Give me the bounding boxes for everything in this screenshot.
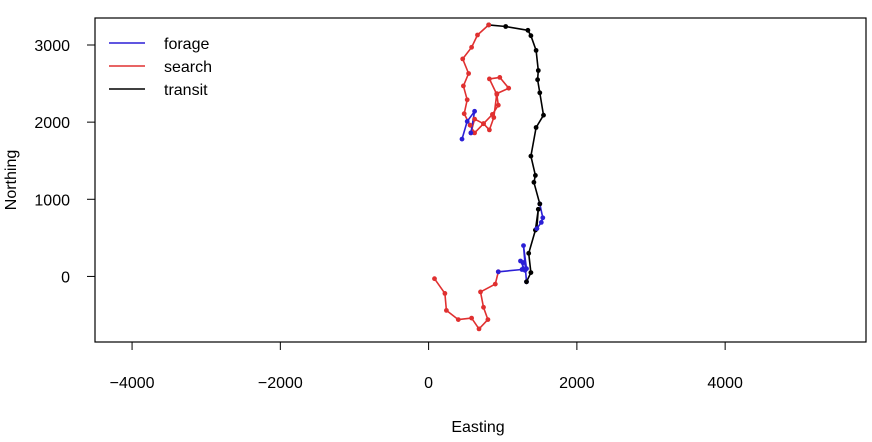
x-tick-label: 0 bbox=[424, 375, 433, 392]
data-point-search bbox=[486, 22, 492, 28]
y-tick-label: 3000 bbox=[34, 38, 70, 55]
data-point-forage bbox=[518, 258, 523, 264]
data-point-transit bbox=[533, 125, 539, 130]
y-tick-label: 2000 bbox=[34, 115, 70, 132]
x-axis-label: Easting bbox=[451, 419, 504, 436]
data-point-search bbox=[467, 122, 473, 128]
data-point-search bbox=[432, 276, 437, 282]
data-point-search bbox=[469, 44, 474, 50]
legend-label-search: search bbox=[164, 59, 212, 76]
y-axis-label: Northing bbox=[3, 150, 20, 210]
y-tick-label: 1000 bbox=[34, 192, 70, 209]
data-point-transit bbox=[533, 173, 538, 178]
data-point-search bbox=[464, 97, 470, 103]
x-tick-label: −2000 bbox=[258, 375, 303, 392]
data-point-search bbox=[476, 326, 482, 332]
y-axis: 0 1000 2000 3000 bbox=[34, 38, 96, 286]
data-point-search bbox=[487, 127, 492, 133]
data-point-transit bbox=[535, 206, 541, 212]
data-point-search bbox=[472, 130, 477, 136]
data-point-transit bbox=[535, 77, 540, 83]
data-point-search bbox=[455, 317, 461, 322]
legend: forage search transit bbox=[109, 36, 212, 99]
data-point-transit bbox=[537, 90, 543, 96]
x-axis: −4000 −2000 0 2000 4000 bbox=[110, 341, 743, 392]
data-point-search bbox=[466, 71, 471, 76]
data-point-forage bbox=[459, 136, 465, 142]
x-tick-label: 4000 bbox=[707, 375, 743, 392]
x-tick-label: −4000 bbox=[110, 375, 155, 392]
data-point-search bbox=[492, 281, 498, 287]
x-tick-label: 2000 bbox=[559, 375, 595, 392]
data-point-search bbox=[491, 115, 497, 120]
data-point-search bbox=[444, 308, 449, 313]
series-line-search bbox=[461, 24, 510, 134]
data-point-forage bbox=[521, 243, 526, 249]
data-point-forage bbox=[534, 226, 540, 232]
data-point-search bbox=[495, 102, 501, 108]
data-point-search bbox=[461, 111, 467, 117]
data-point-search bbox=[469, 315, 474, 321]
data-point-search bbox=[485, 317, 491, 322]
legend-label-forage: forage bbox=[164, 36, 209, 53]
data-point-search bbox=[497, 75, 503, 80]
data-point-search bbox=[481, 121, 486, 127]
data-point-transit bbox=[535, 68, 541, 73]
series-line-forage bbox=[536, 203, 544, 230]
data-point-forage bbox=[495, 269, 501, 275]
data-point-search bbox=[487, 76, 492, 82]
data-point-search bbox=[461, 83, 466, 89]
data-point-forage bbox=[540, 215, 546, 221]
data-point-transit bbox=[531, 179, 537, 185]
data-point-transit bbox=[503, 24, 509, 29]
data-point-search bbox=[460, 56, 466, 62]
y-tick-label: 0 bbox=[61, 269, 70, 286]
legend-label-transit: transit bbox=[164, 82, 208, 99]
data-point-transit bbox=[525, 27, 531, 33]
data-point-transit bbox=[533, 48, 539, 53]
data-point-search bbox=[506, 85, 512, 91]
data-point-transit bbox=[526, 250, 532, 256]
data-point-forage bbox=[538, 220, 544, 225]
data-point-search bbox=[478, 289, 483, 295]
data-point-search bbox=[481, 304, 486, 310]
data-point-search bbox=[472, 116, 477, 122]
data-point-forage bbox=[464, 119, 470, 124]
data-point-search bbox=[494, 91, 500, 96]
data-point-search bbox=[475, 32, 480, 38]
data-point-transit bbox=[537, 201, 543, 207]
data-point-transit bbox=[528, 153, 534, 159]
data-point-transit bbox=[528, 270, 534, 275]
series-line-forage bbox=[461, 110, 476, 140]
data-point-transit bbox=[524, 279, 529, 285]
data-point-forage bbox=[524, 266, 529, 272]
data-point-forage bbox=[468, 130, 474, 136]
data-point-search bbox=[442, 291, 448, 296]
data-point-transit bbox=[541, 112, 546, 118]
data-point-transit bbox=[528, 33, 534, 39]
series-points bbox=[432, 22, 546, 332]
data-point-forage bbox=[472, 108, 477, 114]
